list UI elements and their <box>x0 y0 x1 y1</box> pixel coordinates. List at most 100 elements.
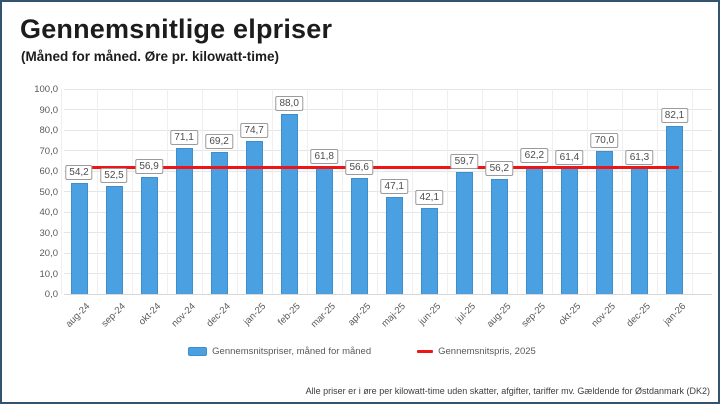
x-tick-label: okt-24 <box>136 301 163 328</box>
bar-value-label: 61,4 <box>555 150 584 166</box>
y-tick-label: 30,0 <box>39 227 59 239</box>
x-grid-line <box>516 89 518 294</box>
y-grid-line <box>64 170 712 172</box>
bar <box>315 167 333 294</box>
bar-value-label: 61,8 <box>310 149 338 165</box>
bar-value-label: 56,2 <box>485 160 514 176</box>
x-tick-label: aug-24 <box>64 301 93 330</box>
bar <box>455 171 473 294</box>
x-tick-label: feb-25 <box>276 301 303 328</box>
y-tick-label: 40,0 <box>39 207 59 218</box>
bar <box>210 152 228 294</box>
bar <box>595 150 613 294</box>
bar-value-label: 82,1 <box>660 107 689 123</box>
bar <box>490 178 508 294</box>
x-grid-line <box>621 89 623 294</box>
bar <box>140 177 158 294</box>
bar-value-label: 69,2 <box>205 134 233 150</box>
x-tick-label: maj-25 <box>379 301 409 330</box>
y-grid-line <box>64 109 712 110</box>
x-grid-line <box>341 89 343 294</box>
x-tick-label: dec-24 <box>204 301 233 330</box>
y-tick-label: 80,0 <box>39 125 59 136</box>
bar <box>175 148 193 294</box>
bar-value-label: 54,2 <box>65 164 93 180</box>
bar-value-label: 88,0 <box>275 95 303 111</box>
legend-bars-label: Gennemsnitspriser, måned for måned <box>212 346 372 357</box>
x-tick-label: apr-25 <box>345 301 374 329</box>
x-tick-label: jan-26 <box>661 301 689 328</box>
x-tick-label: sep-24 <box>99 301 128 330</box>
x-tick-label: okt-25 <box>556 301 584 328</box>
footnote: Alle priser er i øre per kilowatt-time u… <box>305 386 710 396</box>
bar-value-label: 71,1 <box>170 130 198 146</box>
bar-value-label: 56,6 <box>345 159 373 175</box>
bar <box>630 168 648 294</box>
y-tick-label: 0,0 <box>44 289 58 300</box>
bar <box>525 166 543 294</box>
x-tick-label: sep-25 <box>519 301 549 330</box>
legend-line-label: Gennemsnitspris, 2025 <box>438 346 536 357</box>
x-tick-label: nov-25 <box>589 301 619 330</box>
y-tick-label: 100,0 <box>34 84 58 95</box>
y-tick-label: 50,0 <box>39 186 59 198</box>
bar-value-label: 47,1 <box>380 179 408 195</box>
y-grid-line <box>64 293 712 295</box>
bar <box>350 177 368 294</box>
legend-item-line: Gennemsnitspris, 2025 <box>417 346 536 357</box>
bar <box>666 125 683 294</box>
bar <box>280 113 298 294</box>
y-tick-label: 60,0 <box>39 166 59 177</box>
bar-value-label: 62,2 <box>520 148 549 164</box>
x-grid-line <box>201 89 203 294</box>
x-grid-line <box>411 89 413 294</box>
x-grid-line <box>446 89 448 294</box>
x-tick-label: mar-25 <box>308 301 338 331</box>
x-grid-line <box>271 89 273 294</box>
x-tick-label: nov-24 <box>169 301 198 330</box>
bar <box>385 197 403 294</box>
x-grid-line <box>376 89 378 294</box>
x-grid-line <box>586 89 588 294</box>
reference-line-swatch-icon <box>417 350 434 353</box>
x-grid-line <box>656 89 658 294</box>
chart-legend: Gennemsnitspriser, måned for måned Genne… <box>2 346 718 357</box>
y-grid-line <box>64 150 712 151</box>
x-tick-label: jul-25 <box>453 301 479 326</box>
x-grid-line <box>96 89 98 294</box>
legend-item-bars: Gennemsnitspriser, måned for måned <box>188 346 371 357</box>
bar-value-label: 61,3 <box>625 150 654 166</box>
y-tick-label: 90,0 <box>39 104 59 116</box>
y-grid-line <box>64 88 712 90</box>
x-grid-line <box>236 89 238 294</box>
bar-value-label: 42,1 <box>415 189 444 205</box>
bar-value-label: 56,9 <box>135 159 163 175</box>
page-subtitle: (Måned for måned. Øre pr. kilowatt-time) <box>21 49 280 64</box>
reference-line <box>74 166 679 169</box>
bar <box>420 207 438 294</box>
y-tick-label: 20,0 <box>39 248 59 259</box>
x-grid-line <box>692 89 694 294</box>
x-grid-line <box>306 89 308 294</box>
bar <box>70 182 88 294</box>
bar-value-label: 59,7 <box>450 153 479 169</box>
x-grid-line <box>131 89 133 294</box>
bar-series-swatch-icon <box>188 347 208 356</box>
y-tick-label: 70,0 <box>39 145 59 157</box>
x-grid-line <box>61 89 63 294</box>
bar-value-label: 70,0 <box>590 132 619 148</box>
bar <box>105 186 123 294</box>
x-tick-label: jan-25 <box>241 301 268 328</box>
x-grid-line <box>551 89 553 294</box>
x-tick-label: dec-25 <box>624 301 654 330</box>
page-title: Gennemsnitlige elpriser <box>20 14 333 44</box>
bar <box>245 140 263 294</box>
x-tick-label: jun-25 <box>416 301 444 328</box>
bar <box>560 168 578 294</box>
y-grid-line <box>64 129 712 131</box>
x-tick-label: aug-25 <box>484 301 514 330</box>
x-grid-line <box>166 89 168 294</box>
bar-value-label: 52,5 <box>100 168 128 184</box>
